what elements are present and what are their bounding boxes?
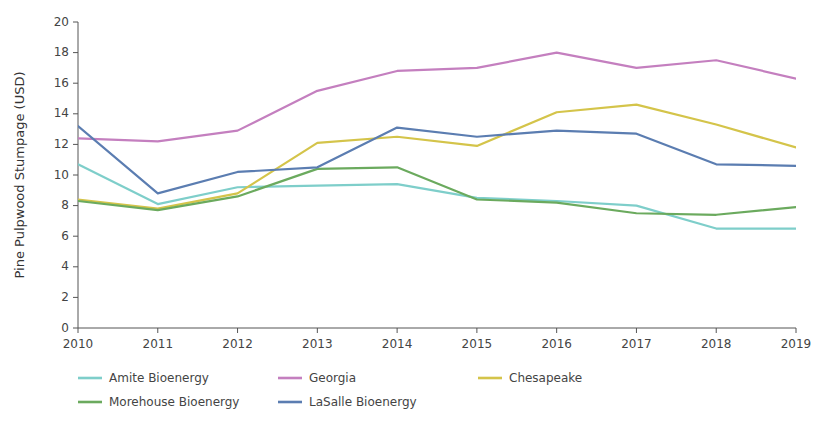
y-tick [73, 266, 78, 267]
y-tick-label: 12 [54, 137, 69, 151]
x-tick [636, 328, 637, 333]
x-tick [78, 328, 79, 333]
y-tick-label: 8 [61, 198, 69, 212]
y-tick-label: 20 [54, 15, 69, 29]
x-tick-label: 2018 [701, 337, 732, 351]
y-tick-label: 4 [61, 259, 69, 273]
legend-label: Chesapeake [509, 371, 582, 385]
x-tick [796, 328, 797, 333]
series-line [78, 167, 796, 214]
legend: Amite Bioenergy Georgia Chesapeake Morehous… [78, 371, 582, 409]
x-tick-label: 2015 [462, 337, 493, 351]
y-tick-label: 14 [54, 106, 69, 120]
series-line [78, 105, 796, 209]
x-tick-label: 2016 [541, 337, 572, 351]
x-tick-label: 2014 [382, 337, 413, 351]
legend-swatch [278, 401, 302, 404]
y-axis-label: Pine Pulpwood Stumpage (USD) [12, 72, 27, 279]
series-line [78, 126, 796, 193]
y-tick [73, 113, 78, 114]
y-tick [73, 205, 78, 206]
x-tick-label: 2013 [302, 337, 333, 351]
y-tick-label: 0 [61, 321, 69, 335]
y-tick-label: 16 [54, 76, 69, 90]
y-tick [73, 328, 78, 329]
x-tick [716, 328, 717, 333]
y-tick-label: 18 [54, 45, 69, 59]
legend-label: Georgia [309, 371, 356, 385]
x-tick [397, 328, 398, 333]
x-tick-label: 2017 [621, 337, 652, 351]
legend-label: Morehouse Bioenergy [109, 395, 239, 409]
legend-swatch [78, 401, 102, 404]
x-tick [556, 328, 557, 333]
legend-swatch [278, 377, 302, 380]
legend-swatch [478, 377, 502, 380]
y-tick [73, 144, 78, 145]
y-axis-line [78, 22, 79, 328]
y-tick [73, 236, 78, 237]
x-axis-line [78, 328, 796, 329]
y-tick-label: 6 [61, 229, 69, 243]
y-tick-label: 10 [54, 168, 69, 182]
plot-area [78, 53, 796, 229]
x-tick-label: 2012 [222, 337, 253, 351]
y-tick-label: 2 [61, 290, 69, 304]
y-tick [73, 52, 78, 53]
x-tick-label: 2010 [63, 337, 94, 351]
x-tick [317, 328, 318, 333]
x-tick-label: 2011 [143, 337, 174, 351]
chart: 0 2 4 6 8 10 12 14 16 18 20 2010 2011 2012 2013 2014 201… [0, 0, 824, 438]
y-tick [73, 22, 78, 23]
x-tick-label: 2019 [781, 337, 812, 351]
y-tick [73, 297, 78, 298]
series-line [78, 164, 796, 228]
y-tick [73, 83, 78, 84]
x-tick [476, 328, 477, 333]
x-tick [157, 328, 158, 333]
legend-label: Amite Bioenergy [109, 371, 209, 385]
x-tick [237, 328, 238, 333]
series-line [78, 53, 796, 142]
legend-swatch [78, 377, 102, 380]
y-tick [73, 175, 78, 176]
legend-label: LaSalle Bioenergy [309, 395, 417, 409]
